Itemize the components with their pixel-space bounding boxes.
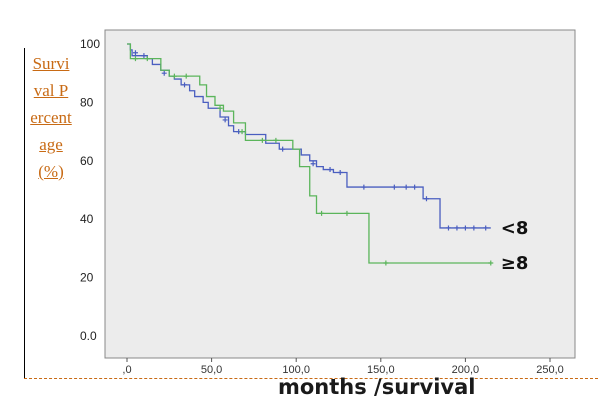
censor-mark	[161, 70, 167, 76]
bottom-dashed-rule	[24, 378, 598, 379]
x-tick-label: 50,0	[201, 364, 222, 376]
censor-mark	[462, 225, 468, 231]
censor-mark	[412, 184, 418, 190]
censor-mark	[319, 210, 325, 216]
censor-mark	[403, 184, 409, 190]
y-axis-label: Survival Percentage (%)	[30, 54, 72, 181]
censor-mark	[361, 184, 367, 190]
x-tick-label: 100,0	[282, 364, 310, 376]
censor-mark	[217, 105, 223, 111]
censor-mark	[222, 117, 228, 123]
censor-mark	[344, 210, 350, 216]
x-tick-label: ,0	[122, 364, 131, 376]
censor-mark	[182, 82, 188, 88]
censor-mark	[383, 260, 389, 266]
censor-mark	[337, 169, 343, 175]
censor-mark	[423, 196, 429, 202]
y-tick-label: 0.0	[80, 329, 97, 343]
censor-mark	[141, 53, 147, 59]
censor-mark	[488, 260, 494, 266]
censor-mark	[445, 225, 451, 231]
y-tick-label: 60	[80, 154, 94, 168]
censor-mark	[310, 161, 316, 167]
left-border-line	[24, 48, 25, 378]
y-tick-label: 80	[80, 95, 94, 109]
censor-mark	[132, 56, 138, 62]
y-tick-label: 40	[80, 212, 94, 226]
censor-mark	[391, 184, 397, 190]
series-end-label: <8	[501, 218, 529, 239]
censor-mark	[259, 137, 265, 143]
series-line-0	[127, 43, 491, 229]
x-tick-label: 150,0	[367, 364, 395, 376]
x-tick-label: 250,0	[536, 364, 564, 376]
series-end-label: ≥8	[501, 253, 529, 274]
censor-mark	[483, 225, 489, 231]
censor-mark	[144, 56, 150, 62]
y-tick-label: 100	[80, 37, 100, 51]
censor-mark	[132, 50, 138, 56]
y-tick-label: 20	[80, 271, 94, 285]
censor-mark	[183, 73, 189, 79]
censor-mark	[239, 129, 245, 135]
censor-mark	[454, 225, 460, 231]
x-tick-label: 200,0	[452, 364, 480, 376]
censor-mark	[327, 167, 333, 173]
censor-mark	[280, 146, 286, 152]
series-line-1	[127, 43, 491, 264]
censor-mark	[171, 73, 177, 79]
x-axis-label: months /survival	[278, 375, 476, 399]
censor-mark	[471, 225, 477, 231]
censor-mark	[273, 137, 279, 143]
